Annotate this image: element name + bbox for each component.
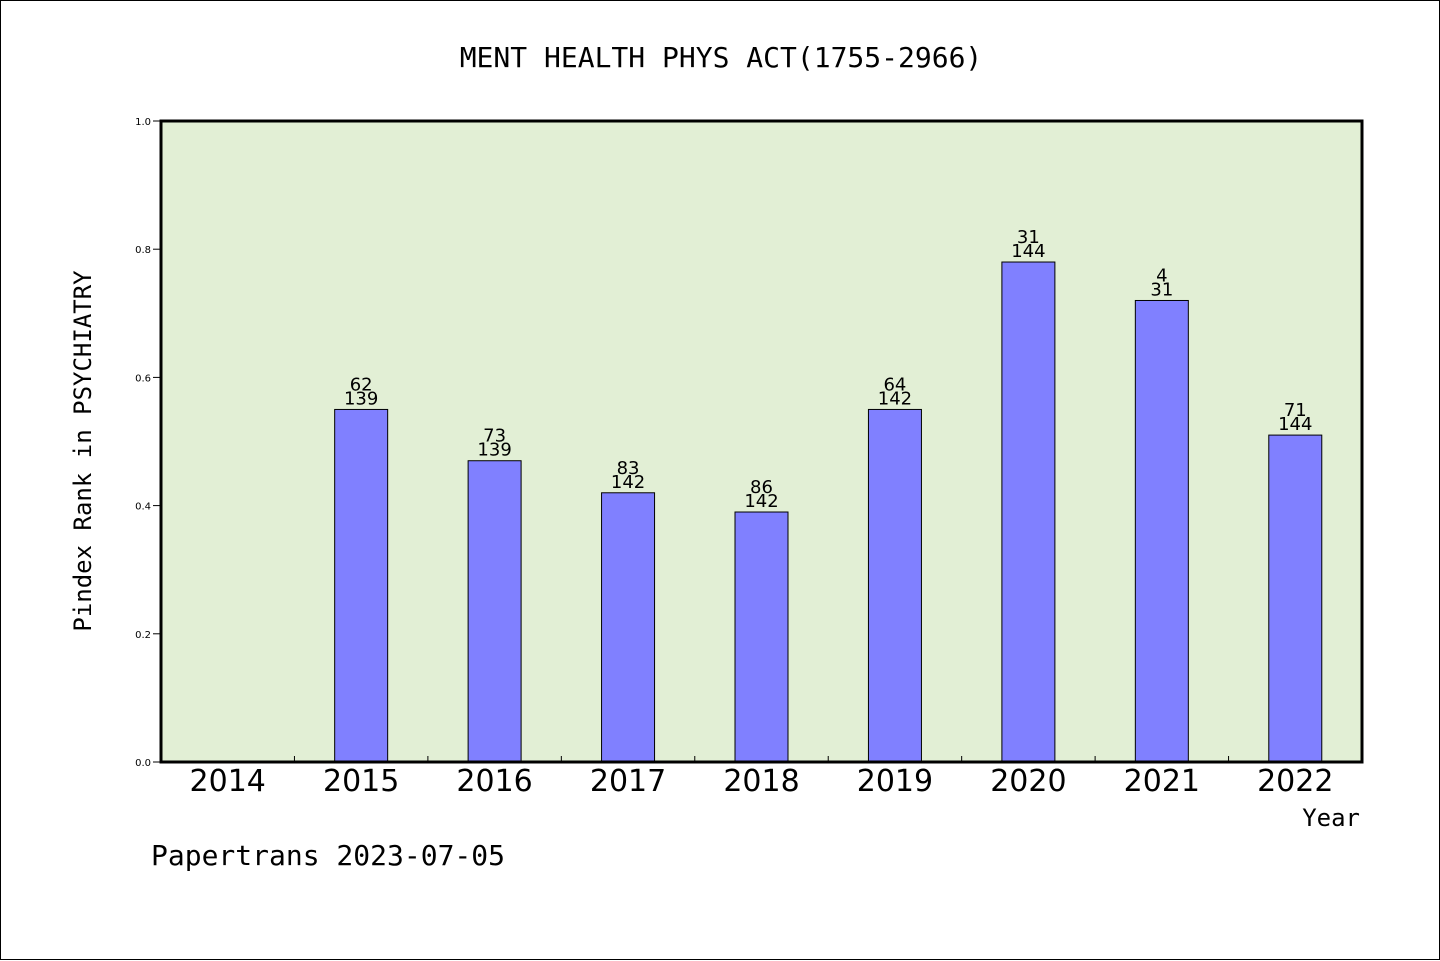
- bar-total-label: 139: [344, 388, 378, 409]
- bar-rank-label: 71: [1284, 400, 1307, 421]
- bar-total-label: 144: [1011, 241, 1045, 262]
- plot-frame: [159, 119, 1364, 764]
- x-tick-label: 2016: [456, 764, 532, 799]
- bar: [467, 460, 522, 763]
- bar-total-label: 139: [477, 440, 511, 461]
- bar: [867, 408, 922, 763]
- bar-rank-label: 64: [883, 374, 906, 395]
- x-axis-label: Year: [1302, 804, 1360, 832]
- bar: [1134, 299, 1189, 763]
- x-tick-label: 2021: [1124, 764, 1200, 799]
- bar-total-label: 142: [611, 472, 645, 493]
- x-tick-label: 2019: [857, 764, 933, 799]
- y-tick-label: 0.8: [135, 245, 151, 256]
- bar-rank-label: 62: [350, 374, 373, 395]
- bar-total-label: 31: [1150, 279, 1173, 300]
- bar-rank-label: 4: [1156, 265, 1167, 286]
- bar: [601, 492, 656, 763]
- chart-title: MENT HEALTH PHYS ACT(1755-2966): [460, 41, 983, 74]
- x-tick-label: 2020: [990, 764, 1066, 799]
- y-tick-label: 0.0: [135, 758, 151, 769]
- y-axis: 0.0 0.2 0.4 0.6 0.8 1.0: [135, 117, 161, 769]
- x-tick-label: 2022: [1257, 764, 1333, 799]
- bar-total-label: 144: [1278, 414, 1312, 435]
- x-tick-label: 2015: [323, 764, 399, 799]
- y-tick-label: 0.2: [135, 630, 151, 641]
- bar-rank-label: 83: [617, 458, 640, 479]
- y-tick-label: 0.4: [135, 502, 151, 513]
- bar: [1268, 434, 1323, 763]
- y-tick-label: 0.6: [135, 373, 151, 384]
- bar-rank-label: 31: [1017, 227, 1040, 248]
- bar-total-label: 142: [744, 491, 778, 512]
- bar-rank-label: 73: [483, 426, 506, 447]
- x-tick-label: 2018: [723, 764, 799, 799]
- y-tick-label: 1.0: [135, 117, 151, 128]
- bar: [334, 408, 389, 763]
- bar-total-label: 142: [878, 388, 912, 409]
- bar: [734, 511, 789, 763]
- footer-credit: Papertrans 2023-07-05: [151, 839, 505, 872]
- x-axis: 2014 2015 2016 2017 2018 2019 2020 2021 2022: [190, 756, 1333, 799]
- x-tick-label: 2017: [590, 764, 666, 799]
- x-tick-label: 2014: [190, 764, 266, 799]
- bar-rank-label: 86: [750, 477, 773, 498]
- bar: [1001, 261, 1056, 763]
- bars-group: [334, 261, 1323, 763]
- y-axis-label: Pindex Rank in PSYCHIATRY: [69, 270, 97, 632]
